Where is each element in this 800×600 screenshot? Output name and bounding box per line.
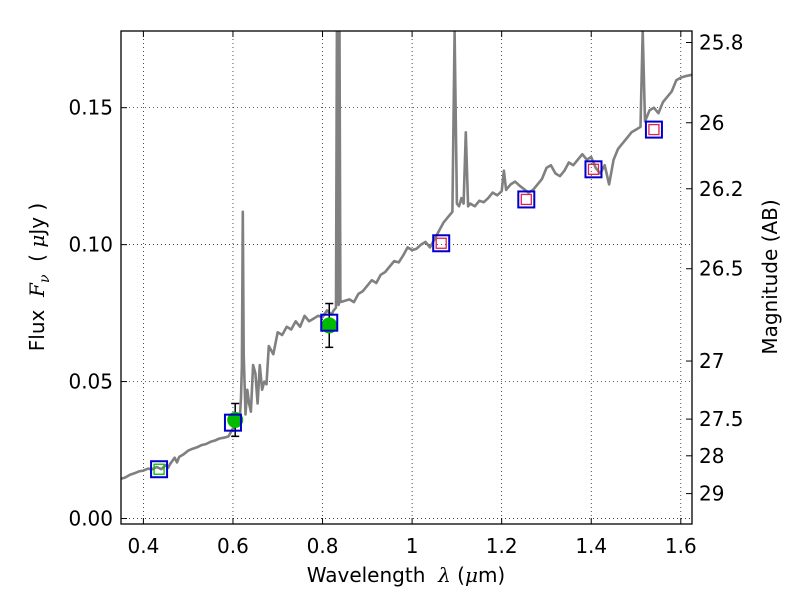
filter-marker-square [153,463,165,475]
x-tick-label: 0.6 [217,534,249,558]
model-photometry-square [150,460,169,479]
x-tick-label: 0.4 [127,534,159,558]
model-photometry-square [223,413,242,432]
right-tick-label: 28 [699,444,724,468]
y-tick-label: 0.00 [68,507,113,531]
x-tick-label: 1.2 [486,534,518,558]
y-tick-label: 0.15 [68,96,113,120]
model-photometry-square [517,190,536,209]
model-spectrum-line [121,31,692,481]
plot-frame [120,30,693,525]
right-tick-label: 27 [699,349,724,373]
y-axis-right-label: Magnitude (AB) [758,199,782,354]
model-photometry-square [320,313,339,332]
filter-marker-square [587,163,600,175]
y-axis-label: Flux Fν ( μJy ) [25,203,53,351]
right-tick-label: 26.5 [699,257,744,281]
x-tick-label: 1.4 [575,534,607,558]
x-tick-label: 1.6 [665,534,697,558]
filter-marker-square [435,237,447,249]
observed-point [227,411,244,428]
right-tick-label: 27.5 [699,407,744,431]
x-tick-label: 1 [406,534,419,558]
model-photometry-square [432,234,451,253]
right-tick-label: 25.8 [699,31,744,55]
filter-marker-square [520,193,532,206]
clipped-data [121,31,692,481]
x-axis-label: Wavelength λ (μm) [307,563,506,587]
model-photometry-square [644,120,663,139]
right-tick-label: 26 [699,111,724,135]
model-photometry-square [584,160,603,179]
y-tick-label: 0.10 [68,233,113,257]
grid-lines [121,31,692,524]
axis-ticks: 0.4 0.6 0.8 1 1.2 1.4 1.6 0.00 0.05 0.10 0.15 25.8 2… [68,31,743,558]
right-tick-label: 26.2 [699,177,744,201]
plot-data [121,31,692,481]
filter-marker-square [648,123,660,136]
x-tick-label: 0.8 [307,534,339,558]
y-tick-label: 0.05 [68,370,113,394]
right-tick-label: 29 [699,482,724,506]
